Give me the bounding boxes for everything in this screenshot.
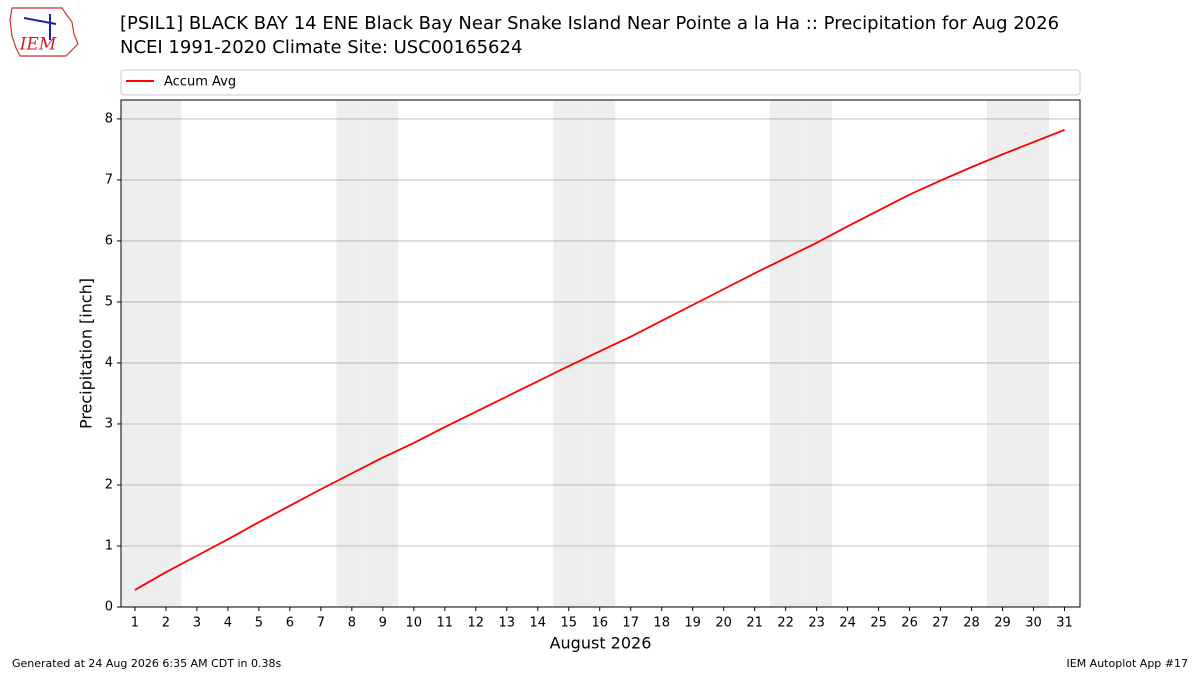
y-tick-label: 8 bbox=[105, 111, 113, 126]
chart-title: [PSIL1] BLACK BAY 14 ENE Black Bay Near … bbox=[120, 13, 1059, 34]
x-axis-label: August 2026 bbox=[550, 634, 652, 653]
footer-right: IEM Autoplot App #17 bbox=[1067, 657, 1189, 670]
x-tick-label: 17 bbox=[622, 616, 639, 631]
x-tick-label: 8 bbox=[348, 616, 356, 631]
y-tick-label: 5 bbox=[105, 294, 113, 309]
x-tick-label: 22 bbox=[777, 616, 794, 631]
x-tick-label: 31 bbox=[1056, 616, 1073, 631]
chart-subtitle: NCEI 1991-2020 Climate Site: USC00165624 bbox=[120, 37, 522, 58]
shaded-day bbox=[367, 100, 399, 607]
footer-left: Generated at 24 Aug 2026 6:35 AM CDT in … bbox=[12, 657, 281, 670]
x-tick-label: 3 bbox=[193, 616, 201, 631]
y-tick-label: 6 bbox=[105, 233, 113, 248]
shaded-day bbox=[553, 100, 585, 607]
y-tick-label: 3 bbox=[105, 416, 113, 431]
y-tick-label: 1 bbox=[105, 538, 113, 553]
x-tick-label: 15 bbox=[560, 616, 577, 631]
x-tick-label: 13 bbox=[498, 616, 515, 631]
x-tick-label: 18 bbox=[653, 616, 670, 631]
legend-box bbox=[120, 69, 1081, 96]
logo: IEM bbox=[9, 7, 79, 57]
shaded-day bbox=[770, 100, 802, 607]
x-tick-label: 14 bbox=[529, 616, 546, 631]
x-tick-label: 29 bbox=[994, 616, 1011, 631]
shaded-day bbox=[987, 100, 1019, 607]
x-tick-label: 25 bbox=[870, 616, 887, 631]
x-tick-label: 28 bbox=[963, 616, 980, 631]
x-tick-label: 10 bbox=[406, 616, 423, 631]
logo-text: IEM bbox=[19, 35, 57, 55]
legend-label: Accum Avg bbox=[164, 75, 236, 90]
x-tick-label: 11 bbox=[437, 616, 454, 631]
shaded-day bbox=[801, 100, 833, 607]
data-line bbox=[134, 129, 1065, 591]
shaded-day bbox=[121, 100, 151, 607]
y-tick-label: 7 bbox=[105, 172, 113, 187]
y-tick-label: 4 bbox=[105, 355, 113, 370]
logo-outline bbox=[9, 7, 79, 57]
x-tick-label: 24 bbox=[839, 616, 856, 631]
x-tick-label: 21 bbox=[746, 616, 763, 631]
x-tick-label: 1 bbox=[131, 616, 139, 631]
shaded-day bbox=[336, 100, 368, 607]
plot-frame bbox=[120, 99, 1081, 608]
shaded-day bbox=[150, 100, 182, 607]
x-tick-label: 27 bbox=[932, 616, 949, 631]
x-tick-label: 4 bbox=[224, 616, 232, 631]
shaded-day bbox=[1018, 100, 1050, 607]
x-tick-label: 23 bbox=[808, 616, 825, 631]
logo-icon bbox=[23, 17, 57, 25]
x-tick-label: 16 bbox=[591, 616, 608, 631]
shaded-day bbox=[584, 100, 616, 607]
x-tick-label: 26 bbox=[901, 616, 918, 631]
x-tick-label: 7 bbox=[317, 616, 325, 631]
x-tick-label: 12 bbox=[468, 616, 485, 631]
y-axis-label: Precipitation [inch] bbox=[77, 278, 96, 429]
x-tick-label: 30 bbox=[1025, 616, 1042, 631]
y-tick-label: 0 bbox=[105, 600, 113, 615]
x-tick-label: 2 bbox=[162, 616, 170, 631]
x-tick-label: 5 bbox=[255, 616, 263, 631]
y-tick-label: 2 bbox=[105, 477, 113, 492]
x-tick-label: 6 bbox=[286, 616, 294, 631]
x-tick-label: 19 bbox=[684, 616, 701, 631]
x-tick-label: 20 bbox=[715, 616, 732, 631]
x-tick-label: 9 bbox=[379, 616, 387, 631]
